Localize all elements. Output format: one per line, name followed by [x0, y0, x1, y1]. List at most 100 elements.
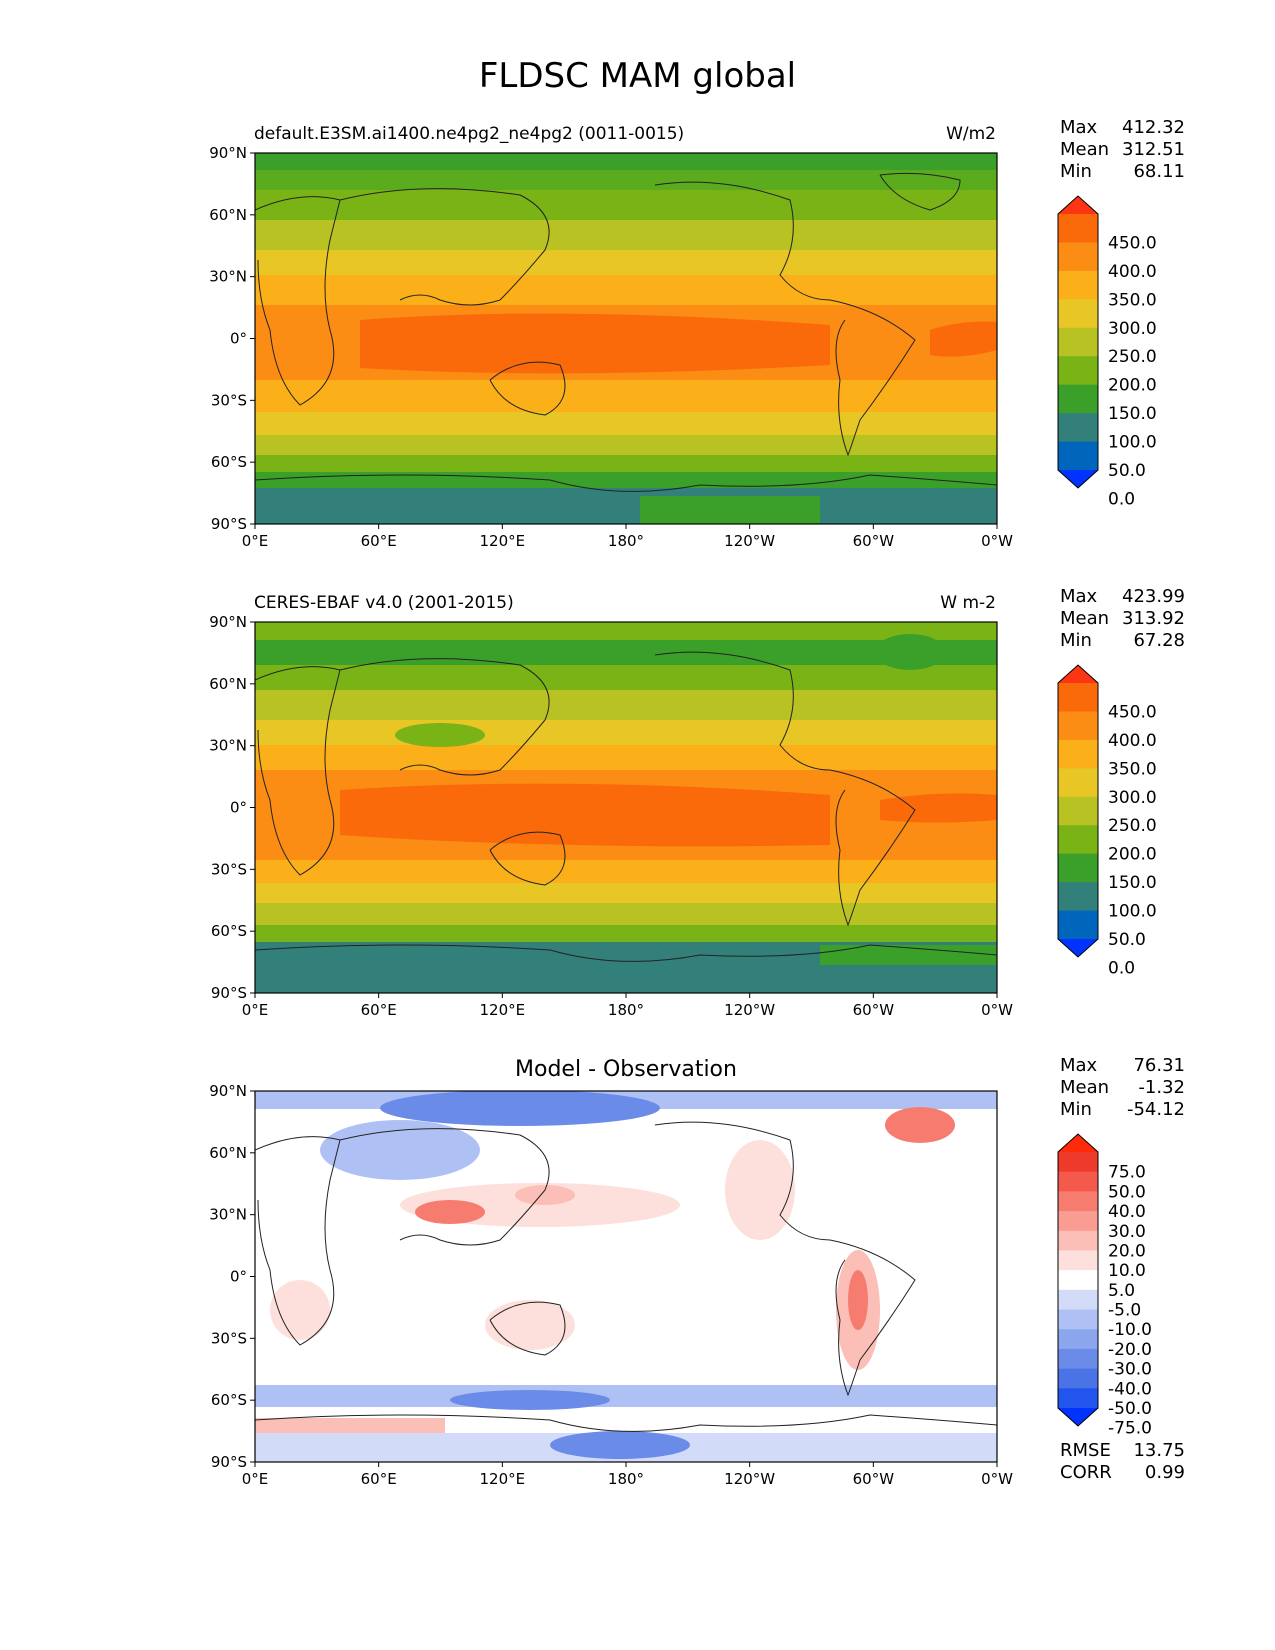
max-label: Max: [1060, 117, 1098, 138]
colorbar-label: -5.0: [1108, 1301, 1141, 1321]
lon-tick-label: 120°E: [480, 1470, 526, 1488]
colorbar-segment: [1058, 910, 1098, 940]
figure-title: FLDSC MAM global: [478, 56, 797, 96]
max-value: 76.31: [1133, 1055, 1185, 1076]
colorbar-segment: [1058, 683, 1098, 712]
colorbar-label: 0.0: [1108, 489, 1135, 509]
panel3-diff-title: Model - Observation: [515, 1057, 737, 1082]
colorbar-segment: [1058, 711, 1098, 741]
colorbar-segment: [1058, 739, 1098, 769]
colorbar-segment: [1058, 1152, 1098, 1173]
colorbar-label: 20.0: [1108, 1241, 1146, 1261]
lat-tick-label: 90°N: [209, 613, 247, 631]
colorbar-label: 300.0: [1108, 788, 1157, 808]
rmse-value: 13.75: [1133, 1440, 1185, 1461]
lon-tick-label: 0°E: [242, 1001, 269, 1019]
colorbar-segment: [1058, 1171, 1098, 1192]
lat-tick-label: 30°S: [211, 1329, 247, 1347]
colorbar-label: 450.0: [1108, 702, 1157, 722]
colorbar-segment: [1058, 853, 1098, 883]
colorbar-min-extend: [1058, 939, 1098, 957]
lon-tick-label: 120°W: [724, 532, 775, 550]
colorbar-label: 30.0: [1108, 1222, 1146, 1242]
panel3-stats: Max 76.31 Mean -1.32 Min -54.12: [1060, 1055, 1185, 1121]
panel2-map: [255, 622, 997, 993]
colorbar-label: 450.0: [1108, 233, 1157, 253]
colorbar-segment: [1058, 270, 1098, 300]
lon-tick-label: 120°E: [480, 532, 526, 550]
lon-tick-label: 0°W: [981, 1001, 1013, 1019]
colorbar-max-extend: [1058, 665, 1098, 683]
min-value: 67.28: [1133, 630, 1185, 651]
colorbar-segment: [1058, 1289, 1098, 1311]
lat-tick-label: 90°S: [211, 1453, 247, 1471]
colorbar-label: -20.0: [1108, 1340, 1152, 1360]
panel1-model-title: default.E3SM.ai1400.ne4pg2_ne4pg2 (0011-…: [254, 124, 685, 144]
max-label: Max: [1060, 586, 1098, 607]
lon-tick-label: 60°E: [361, 1001, 397, 1019]
lon-tick-label: 180°: [608, 532, 644, 550]
colorbar-label: 10.0: [1108, 1261, 1146, 1281]
mean-value: -1.32: [1138, 1077, 1185, 1098]
colorbar-max-extend: [1058, 196, 1098, 214]
colorbar-segment: [1058, 242, 1098, 272]
mean-label: Mean: [1060, 608, 1110, 629]
colorbar-segment: [1058, 825, 1098, 855]
lat-tick-label: 60°N: [209, 675, 247, 693]
colorbar-segment: [1058, 299, 1098, 329]
lat-tick-label: 30°S: [211, 860, 247, 878]
colorbar-segment: [1058, 413, 1098, 443]
lon-tick-label: 60°E: [361, 1470, 397, 1488]
lon-tick-label: 60°W: [853, 1470, 895, 1488]
colorbar-segment: [1058, 1368, 1098, 1389]
panel2-units: W m-2: [940, 593, 996, 613]
panel2-obs-title: CERES-EBAF v4.0 (2001-2015): [254, 593, 514, 613]
colorbar-segment: [1058, 356, 1098, 386]
lat-tick-label: 60°N: [209, 1144, 247, 1162]
mean-value: 313.92: [1122, 608, 1185, 629]
min-label: Min: [1060, 161, 1092, 182]
corr-label: CORR: [1060, 1462, 1112, 1483]
lon-tick-label: 0°W: [981, 532, 1013, 550]
lon-tick-label: 0°W: [981, 1470, 1013, 1488]
rmse-label: RMSE: [1060, 1440, 1111, 1461]
lat-tick-label: 30°N: [209, 1206, 247, 1224]
colorbar-label: 150.0: [1108, 404, 1157, 424]
panel1-units: W/m2: [946, 124, 996, 144]
lat-tick-label: 0°: [230, 1268, 247, 1286]
colorbar-segment: [1058, 768, 1098, 798]
panel1-map: [255, 153, 997, 524]
colorbar-label: 300.0: [1108, 319, 1157, 339]
mean-value: 312.51: [1122, 139, 1185, 160]
lat-tick-label: 90°S: [211, 515, 247, 533]
colorbar-label: 150.0: [1108, 873, 1157, 893]
colorbar-segment: [1058, 441, 1098, 471]
lat-tick-label: 90°N: [209, 144, 247, 162]
panel2-coastlines: [255, 651, 997, 962]
lat-tick-label: 60°S: [211, 922, 247, 940]
min-value: -54.12: [1126, 1099, 1185, 1120]
max-value: 423.99: [1122, 586, 1185, 607]
lat-tick-label: 60°N: [209, 206, 247, 224]
colorbar-label: 200.0: [1108, 376, 1157, 396]
colorbar-label: 250.0: [1108, 347, 1157, 367]
colorbar-label: 350.0: [1108, 290, 1157, 310]
colorbar-label: -30.0: [1108, 1360, 1152, 1380]
colorbar-segment: [1058, 1191, 1098, 1212]
lon-tick-label: 120°W: [724, 1001, 775, 1019]
lon-tick-label: 60°W: [853, 532, 895, 550]
colorbar-max-extend: [1058, 1134, 1098, 1152]
panel3-coastlines: [255, 1121, 997, 1432]
lat-tick-label: 60°S: [211, 453, 247, 471]
lon-tick-label: 0°E: [242, 1470, 269, 1488]
colorbar-label: 400.0: [1108, 731, 1157, 751]
colorbar-outline: [1057, 664, 1099, 958]
colorbar-label: -50.0: [1108, 1399, 1152, 1419]
lon-tick-label: 60°W: [853, 1001, 895, 1019]
colorbar-outline: [1057, 1133, 1099, 1427]
panel1-stats: Max 412.32 Mean 312.51 Min 68.11: [1060, 117, 1185, 183]
panel3-map: [255, 1091, 997, 1462]
panel1-coastlines: [255, 172, 997, 492]
min-label: Min: [1060, 630, 1092, 651]
lat-tick-label: 30°S: [211, 391, 247, 409]
